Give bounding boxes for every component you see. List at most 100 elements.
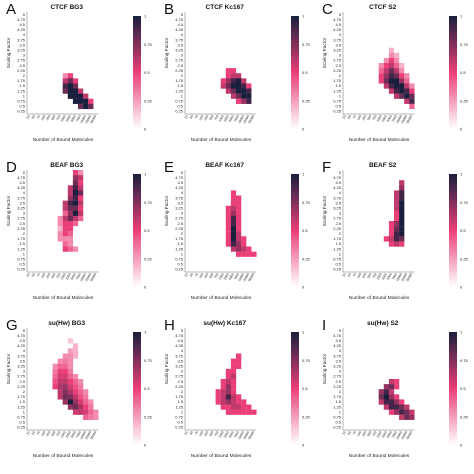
heatmap-cell xyxy=(67,83,74,89)
heatmap-cell xyxy=(78,389,84,395)
heatmap-cell xyxy=(67,368,74,375)
heatmap-cell xyxy=(67,246,74,252)
heatmap-cell xyxy=(388,379,395,385)
heatmap-cell xyxy=(225,404,232,410)
panel-letter: B xyxy=(164,1,174,18)
x-tick-label: 5000 xyxy=(70,114,77,122)
x-axis-label: Number of Bound Molecules xyxy=(33,295,94,301)
heatmap-cell xyxy=(225,215,232,222)
y-tick-label: 4.5 xyxy=(335,338,341,343)
y-tick-label: 1.25 xyxy=(333,246,342,251)
colorbar-tick-label: 0.75 xyxy=(302,42,311,47)
heatmap-cell xyxy=(230,200,237,206)
heatmap-cell xyxy=(62,221,68,227)
heatmap-cell xyxy=(404,73,410,79)
heatmap-cell xyxy=(399,215,405,222)
heatmap-cell xyxy=(246,246,252,252)
y-tick-label: 2 xyxy=(23,389,26,394)
x-tick-label: 25000 xyxy=(84,430,92,440)
heatmap-cell xyxy=(383,404,390,410)
x-tick-label: 75 xyxy=(194,272,199,277)
y-tick-label: 4.25 xyxy=(333,27,342,32)
y-tick-label: 3.25 xyxy=(333,364,342,369)
heatmap-cell xyxy=(230,246,237,252)
heatmap-cell xyxy=(225,221,232,227)
y-tick-label: 4.5 xyxy=(19,22,25,27)
heatmap-cell xyxy=(62,241,68,247)
heatmap-cell xyxy=(230,78,237,84)
heatmap-cell xyxy=(399,205,405,211)
heatmap-cell xyxy=(88,409,94,415)
colorbar-tick-label: 0.25 xyxy=(460,414,469,419)
y-tick-label: 0.25 xyxy=(333,425,342,430)
heatmap-cell xyxy=(236,404,242,410)
heatmap-cell xyxy=(220,384,226,390)
y-tick-label: 2.5 xyxy=(177,63,183,68)
heatmap-cell xyxy=(225,83,232,89)
heatmap-cell xyxy=(57,236,63,242)
heatmap-cell xyxy=(236,88,242,94)
heatmap-cell xyxy=(399,210,405,217)
x-tick-label: 750 xyxy=(55,430,61,437)
heatmap-cell xyxy=(225,379,232,385)
heatmap-cell xyxy=(88,103,94,110)
heatmap-cell xyxy=(236,98,242,104)
heatmap-cell xyxy=(378,389,384,395)
colorbar-tick-label: 0 xyxy=(302,285,305,290)
colorbar-tick-label: 1 xyxy=(302,330,305,335)
heatmap-cell xyxy=(72,215,79,222)
x-tick-label: 50 xyxy=(31,430,36,435)
y-tick-label: 4.5 xyxy=(335,22,341,27)
y-axis-label: Scaling Factor xyxy=(322,195,328,226)
heatmap-cell xyxy=(383,83,390,89)
colorbar-tick-label: 0 xyxy=(144,443,147,448)
heatmap-cell xyxy=(72,190,79,196)
x-tick-label: 2500 xyxy=(381,430,388,438)
heatmap-cell xyxy=(72,195,79,201)
x-tick-label: 500 xyxy=(208,272,214,279)
heatmap-cell xyxy=(78,98,84,104)
heatmap-cell xyxy=(62,205,68,211)
x-tick-label: 1000 xyxy=(376,272,383,280)
heatmap-cell xyxy=(230,379,237,385)
heatmap-cell xyxy=(72,98,79,104)
heatmap-cell xyxy=(241,246,247,252)
panel-title: CTCF BG3 xyxy=(50,4,83,11)
y-tick-label: 1.75 xyxy=(333,236,342,241)
heatmap-cell xyxy=(62,363,68,369)
y-tick-label: 4.75 xyxy=(17,17,26,22)
heatmap-cell xyxy=(72,384,79,390)
heatmap-cell xyxy=(78,394,84,400)
heatmap-cell xyxy=(230,226,237,232)
colorbar-tick-label: 0.5 xyxy=(302,228,308,233)
x-tick-label: 250 xyxy=(45,430,51,437)
x-tick-label: 750 xyxy=(55,272,61,279)
heatmap-cell xyxy=(67,363,74,369)
heatmap-cell xyxy=(394,78,400,84)
heatmap-cell xyxy=(404,78,410,84)
x-axis-label: Number of Bound Molecules xyxy=(191,453,252,459)
heatmap-cell xyxy=(62,78,68,84)
y-tick-label: 2 xyxy=(23,73,26,78)
x-tick-label: 7500 xyxy=(233,272,240,280)
heatmap-cell xyxy=(220,379,226,385)
colorbar-tick-label: 0.25 xyxy=(302,256,311,261)
heatmap-cell xyxy=(230,368,237,375)
y-tick-label: 0.5 xyxy=(335,104,341,109)
heatmap-cell xyxy=(388,52,395,59)
y-tick-label: 4.75 xyxy=(175,333,184,338)
heatmap-cell xyxy=(67,338,74,344)
heatmap-cell xyxy=(378,78,384,84)
heatmap-cell xyxy=(83,394,89,400)
x-tick-label: 75 xyxy=(352,272,357,277)
heatmap-cell xyxy=(78,409,84,415)
heatmap-cell xyxy=(409,414,415,420)
colorbar xyxy=(449,16,457,129)
y-tick-label: 3.25 xyxy=(17,364,26,369)
heatmap-cell xyxy=(88,399,94,405)
heatmap-cell xyxy=(394,404,400,410)
x-tick-label: 25 xyxy=(184,430,189,435)
heatmap-cell xyxy=(246,404,252,410)
heatmap-cell xyxy=(241,78,247,84)
x-tick-label: 750 xyxy=(213,430,219,437)
